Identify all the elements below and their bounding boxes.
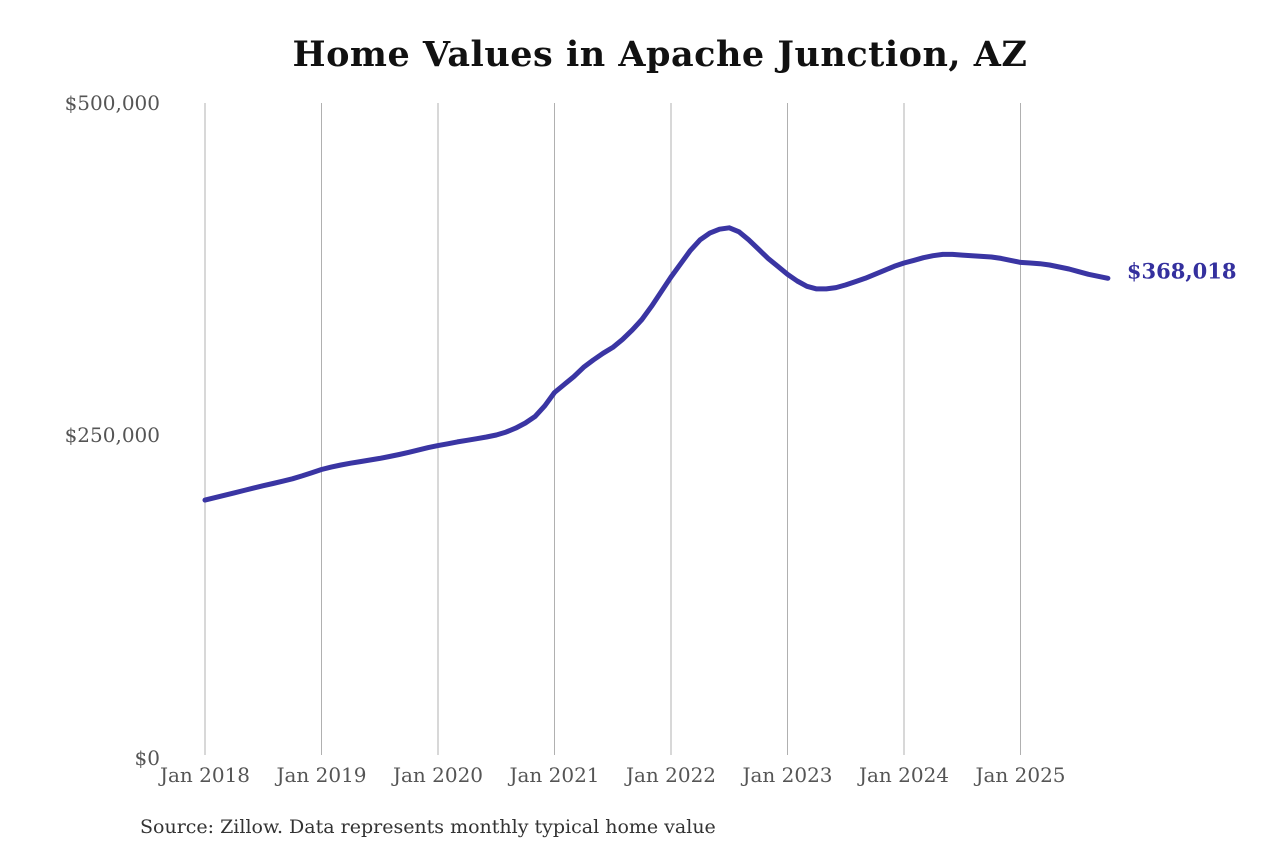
- x-tick-label: Jan 2021: [509, 763, 600, 787]
- x-tick-label: Jan 2025: [975, 763, 1066, 787]
- latest-value-label: $368,018: [1126, 258, 1237, 284]
- x-tick-label: Jan 2018: [159, 763, 251, 787]
- y-tick-label: $500,000: [64, 91, 160, 115]
- x-tick-label: Jan 2022: [625, 763, 717, 787]
- x-tick-label: Jan 2020: [392, 763, 484, 787]
- y-tick-label: $0: [134, 746, 160, 770]
- home-value-line-series: [202, 225, 1111, 503]
- x-tick-label: Jan 2024: [858, 763, 950, 787]
- y-tick-label: $250,000: [64, 423, 160, 447]
- x-tick-label: Jan 2023: [742, 763, 833, 787]
- source-attribution: Source: Zillow. Data represents monthly …: [140, 816, 716, 838]
- x-tick-label: Jan 2019: [276, 763, 367, 787]
- chart-title: Home Values in Apache Junction, AZ: [292, 34, 1028, 75]
- vertical-gridlines: [204, 103, 1021, 755]
